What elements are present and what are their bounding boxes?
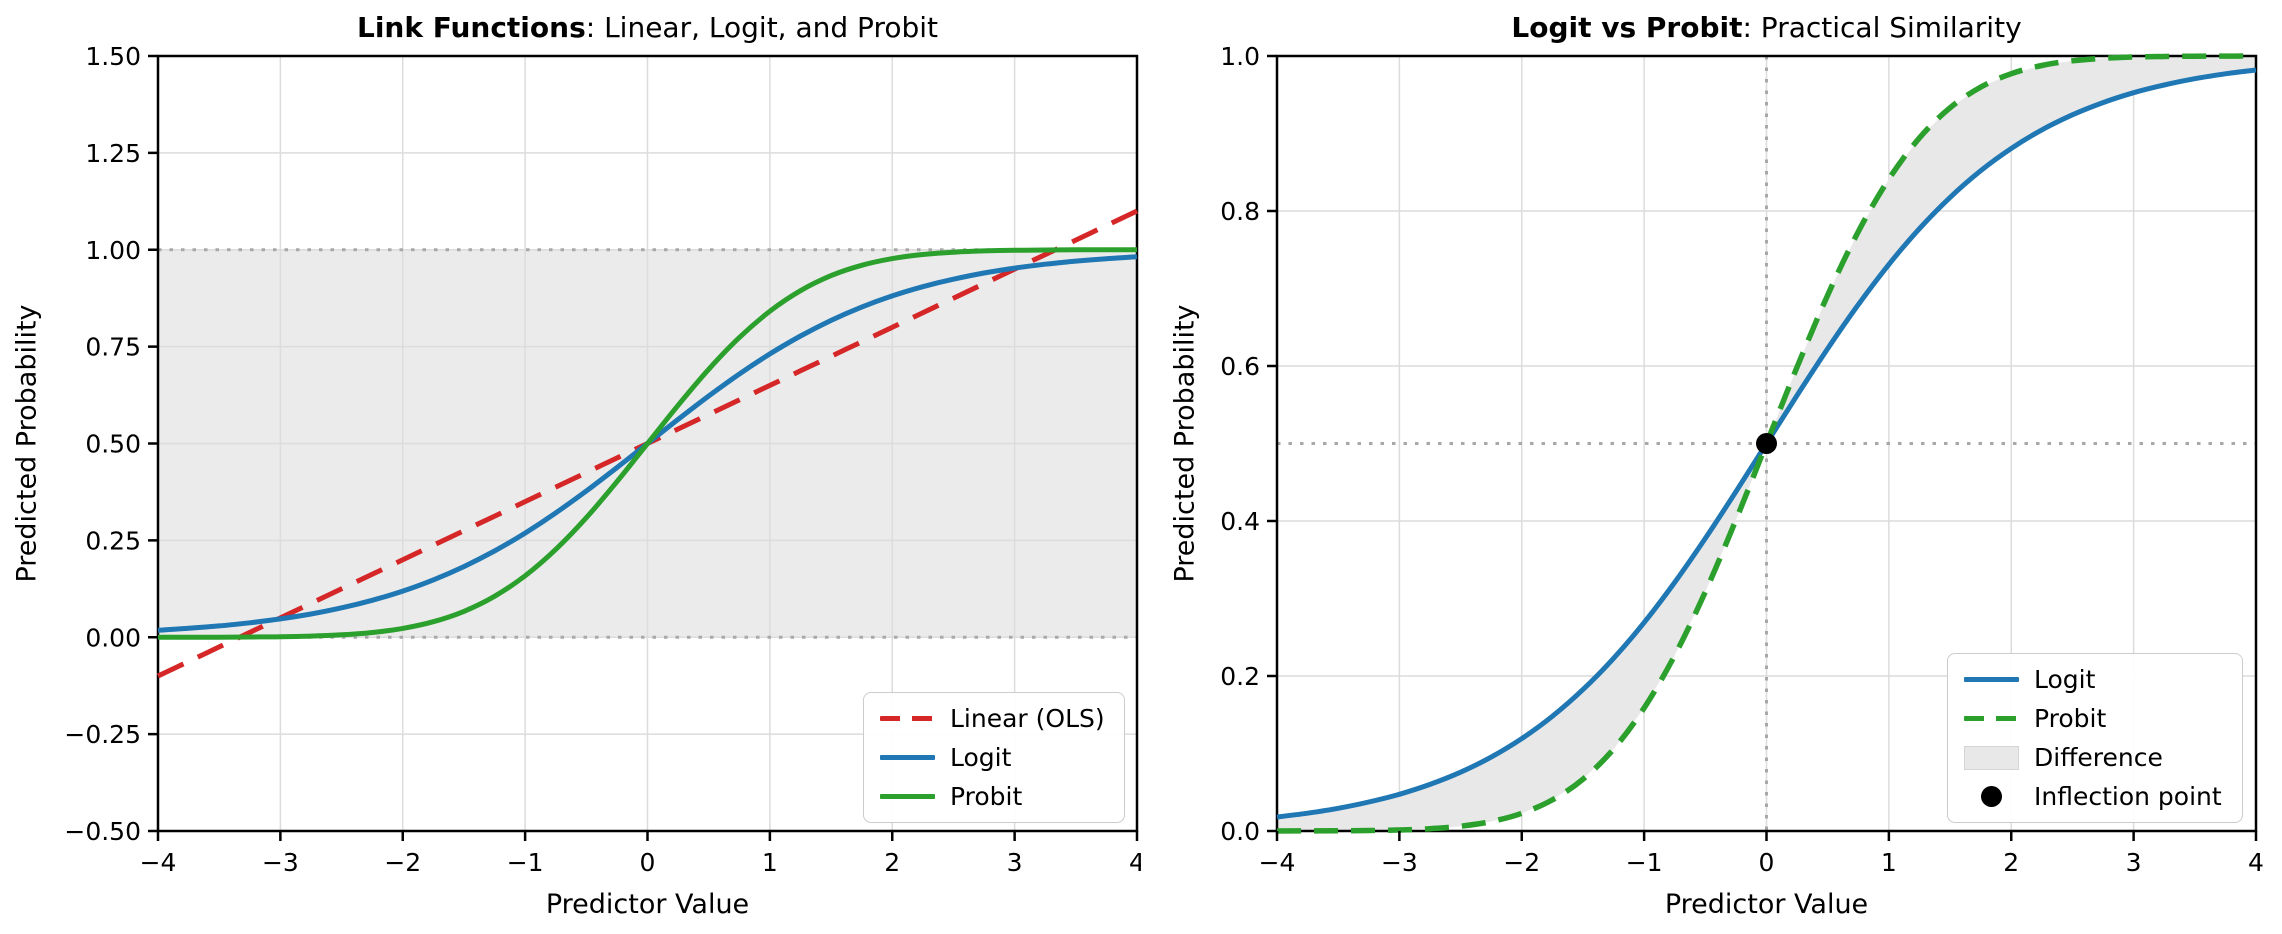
y-tick-label: −0.25 xyxy=(64,720,141,749)
y-tick-label: 1.25 xyxy=(85,139,141,168)
legend-dashed-line-swatch xyxy=(1964,716,2019,721)
x-tick-label: 4 xyxy=(1129,848,1141,877)
left-chart-canvas: −4 −3 −2 −1 0 1 2 3 4 −0.50 −0.25 0.00 0.25 0.50 0.75 1… xyxy=(64,42,1141,877)
x-tick-label: −2 xyxy=(1503,848,1540,877)
legend-label: Probit xyxy=(950,782,1023,811)
legend-item: Inflection point xyxy=(1948,777,2242,816)
y-tick-label: 1.00 xyxy=(85,236,141,265)
y-tick-label: 0.0 xyxy=(1220,817,1260,846)
x-tick-label: 2 xyxy=(884,848,900,877)
legend-label: Difference xyxy=(2034,743,2163,772)
legend-line-swatch xyxy=(880,794,935,799)
y-tick-label: 0.25 xyxy=(85,526,141,555)
x-tick-label: 3 xyxy=(2126,848,2142,877)
y-tick-label: 0.00 xyxy=(85,623,141,652)
legend-item: Logit xyxy=(1948,660,2242,699)
y-tick-label: 1.0 xyxy=(1220,42,1260,71)
legend-item: Difference xyxy=(1948,738,2242,777)
legend-label: Inflection point xyxy=(2034,782,2222,811)
x-tick-label: 1 xyxy=(762,848,778,877)
right-chart-title: Logit vs Probit: Practical Similarity xyxy=(1277,11,2256,44)
right-x-axis-label: Predictor Value xyxy=(1664,889,1869,920)
y-tick-label: 0.2 xyxy=(1220,662,1260,691)
legend-patch-swatch xyxy=(1964,745,2019,770)
x-tick-label: 0 xyxy=(640,848,656,877)
x-tick-label: −4 xyxy=(140,848,177,877)
dot-icon xyxy=(1981,786,2002,807)
x-tick-label: −3 xyxy=(1381,848,1418,877)
series-line-probit xyxy=(1276,53,2257,834)
y-tick-label: 0.4 xyxy=(1220,507,1260,536)
x-tick-label: −4 xyxy=(1259,848,1296,877)
right-chart-legend: Logit Probit Difference Inflection point xyxy=(1947,653,2243,823)
x-tick-label: 0 xyxy=(1759,848,1775,877)
left-chart-title-bold: Link Functions xyxy=(356,11,586,44)
legend-label: Logit xyxy=(2034,665,2096,694)
y-tick-label: 1.50 xyxy=(85,42,141,71)
right-chart-canvas: −4 −3 −2 −1 0 1 2 3 4 0.0 0.2 0.4 0.6 0.8 1.0 xyxy=(1220,42,2264,877)
series-line-probit xyxy=(157,247,1138,640)
x-tick-label: −2 xyxy=(384,848,421,877)
legend-dashed-line-swatch xyxy=(880,716,935,721)
left-y-axis-label: Predicted Probability xyxy=(11,304,43,583)
legend-line-swatch xyxy=(1964,677,2019,682)
x-tick-label: −1 xyxy=(1626,848,1663,877)
left-y-axis-label-column: Predicted Probability xyxy=(4,56,50,831)
inflection-point-marker xyxy=(1756,433,1777,454)
y-tick-label: 0.8 xyxy=(1220,197,1260,226)
y-tick-label: −0.50 xyxy=(64,817,141,846)
x-tick-label: 2 xyxy=(2003,848,2019,877)
y-tick-label: 0.75 xyxy=(85,333,141,362)
x-tick-label: 4 xyxy=(2248,848,2264,877)
x-tick-label: 3 xyxy=(1007,848,1023,877)
right-y-axis-label: Predicted Probability xyxy=(1169,304,1201,583)
legend-item: Probit xyxy=(864,777,1124,816)
right-chart-title-bold: Logit vs Probit xyxy=(1511,11,1743,44)
left-chart-title: Link Functions: Linear, Logit, and Probi… xyxy=(158,11,1137,44)
right-y-axis-label-column: Predicted Probability xyxy=(1162,56,1208,831)
x-tick-label: −3 xyxy=(262,848,299,877)
left-chart-legend: Linear (OLS) Logit Probit xyxy=(863,692,1125,823)
y-tick-label: 0.6 xyxy=(1220,352,1260,381)
legend-dot-swatch xyxy=(1964,786,2019,807)
x-tick-label: 1 xyxy=(1881,848,1897,877)
legend-label: Logit xyxy=(950,743,1012,772)
x-tick-label: −1 xyxy=(507,848,544,877)
left-x-axis-label: Predictor Value xyxy=(545,889,750,920)
legend-label: Probit xyxy=(2034,704,2107,733)
legend-label: Linear (OLS) xyxy=(950,704,1105,733)
legend-item: Logit xyxy=(864,738,1124,777)
legend-line-swatch xyxy=(880,755,935,760)
legend-item: Linear (OLS) xyxy=(864,699,1124,738)
left-chart-title-rest: : Linear, Logit, and Probit xyxy=(585,11,939,44)
right-chart-title-rest: : Practical Similarity xyxy=(1742,11,2022,44)
y-tick-label: 0.50 xyxy=(85,430,141,459)
legend-item: Probit xyxy=(1948,699,2242,738)
